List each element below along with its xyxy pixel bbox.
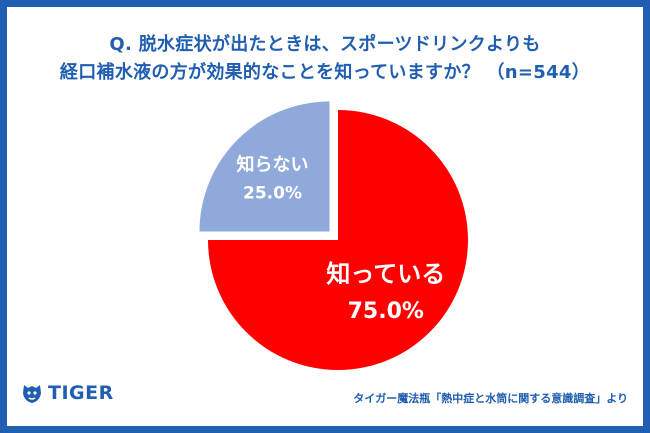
title-line-1: Q. 脱水症状が出たときは、スポーツドリンクよりも <box>109 34 541 55</box>
source-note: タイガー魔法瓶「熱中症と水筒に関する意識調査」より <box>353 392 628 405</box>
slice-value-1: 25.0% <box>243 184 302 204</box>
chart-title: Q. 脱水症状が出たときは、スポーツドリンクよりも 経口補水液の方が効果的なこと… <box>7 31 643 87</box>
slice-label-0: 知っている <box>326 260 445 288</box>
tiger-head-icon <box>23 385 41 403</box>
slice-label-1: 知らない <box>237 154 309 176</box>
logo-text: TIGER <box>48 382 114 404</box>
title-line-2: 経口補水液の方が効果的なことを知っていますか？ （n=544） <box>59 62 591 83</box>
pie-slice-0 <box>208 110 468 370</box>
pie-slice-1 <box>199 101 330 232</box>
slice-value-0: 75.0% <box>348 299 424 324</box>
tiger-logo: TIGER <box>20 380 114 406</box>
